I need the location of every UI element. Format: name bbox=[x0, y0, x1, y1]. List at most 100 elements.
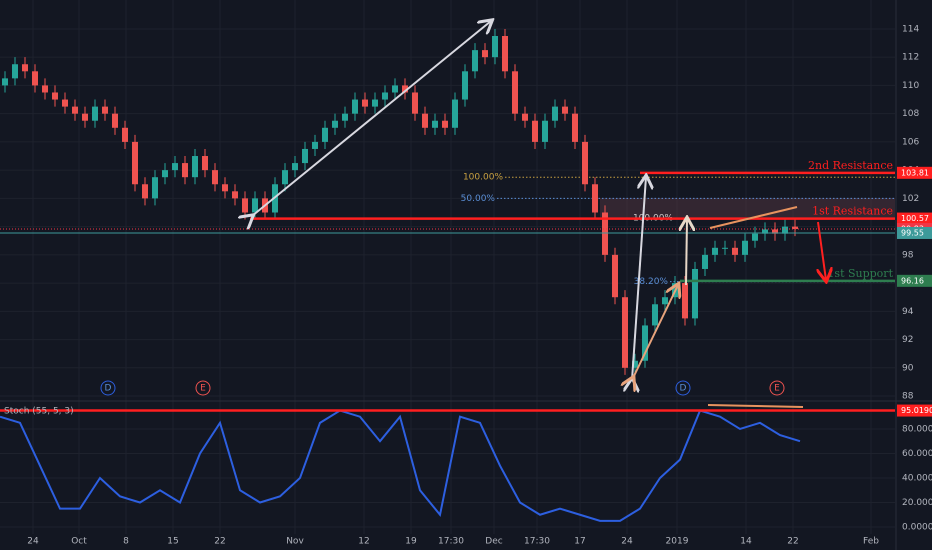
candle-body bbox=[392, 85, 398, 93]
candle-body bbox=[732, 247, 738, 255]
price-label: 96.16 bbox=[901, 276, 924, 285]
marker-label: D bbox=[105, 384, 112, 394]
candle-body bbox=[502, 36, 508, 72]
x-tick-label: 15 bbox=[167, 537, 178, 547]
candle-body bbox=[622, 297, 628, 368]
level-name: 2nd Resistance bbox=[808, 159, 893, 172]
candle-body bbox=[752, 233, 758, 241]
candle-body bbox=[252, 198, 258, 213]
candle-body bbox=[142, 184, 148, 199]
candle-body bbox=[602, 212, 608, 255]
markers: D E D E bbox=[100, 380, 785, 396]
candle-body bbox=[472, 50, 478, 72]
y-tick-label: 94 bbox=[902, 307, 914, 317]
candle-body bbox=[62, 99, 68, 107]
candle-body bbox=[762, 229, 768, 234]
candle-body bbox=[12, 64, 18, 79]
candle-body bbox=[322, 127, 328, 142]
arrow bbox=[818, 221, 826, 280]
price-box bbox=[897, 226, 932, 239]
candle-body bbox=[582, 141, 588, 185]
candle-body bbox=[422, 113, 428, 128]
candle-body bbox=[232, 191, 238, 199]
y-tick-label: 114 bbox=[902, 24, 919, 34]
candle-body bbox=[592, 184, 598, 213]
candle-body bbox=[332, 120, 338, 128]
x-tick-label: 17:30 bbox=[524, 537, 550, 547]
candle-body bbox=[22, 64, 28, 72]
y-tick-label: 0.0000 bbox=[902, 523, 932, 533]
arrow bbox=[252, 21, 491, 216]
level-name: 1st Support bbox=[827, 267, 893, 280]
y-tick-label: 98 bbox=[902, 250, 914, 260]
drawings bbox=[252, 21, 826, 408]
candle-body bbox=[552, 106, 558, 121]
marker-label: E bbox=[200, 384, 206, 394]
candle-body bbox=[182, 163, 188, 178]
x-tick-label: 24 bbox=[27, 537, 39, 547]
price-box bbox=[897, 166, 932, 179]
candle-body bbox=[362, 99, 368, 107]
candle-body bbox=[242, 198, 248, 213]
y-tick-label: 102 bbox=[902, 194, 919, 204]
arrow bbox=[633, 285, 678, 378]
candle-body bbox=[742, 240, 748, 255]
candle-body bbox=[462, 71, 468, 100]
x-tick-label: 8 bbox=[123, 537, 129, 547]
candle-body bbox=[212, 170, 218, 185]
price-box bbox=[897, 212, 932, 225]
candle-body bbox=[452, 99, 458, 128]
candle-body bbox=[682, 283, 688, 319]
candle-body bbox=[82, 113, 88, 121]
price-label: 99.55 bbox=[901, 228, 924, 237]
candle-body bbox=[512, 71, 518, 114]
candle-body bbox=[132, 141, 138, 185]
y-tick-label: 106 bbox=[902, 137, 919, 147]
marker bbox=[195, 380, 211, 396]
candle-body bbox=[112, 113, 118, 128]
candle-body bbox=[172, 163, 178, 171]
x-tick-label: 14 bbox=[740, 537, 752, 547]
candle-body bbox=[372, 99, 378, 107]
candle-body bbox=[492, 36, 498, 58]
fib-label: 100.00% bbox=[463, 173, 503, 183]
candle-body bbox=[102, 106, 108, 114]
y-tick-label: 80.0000 bbox=[902, 424, 932, 434]
x-tick-label: 2019 bbox=[666, 537, 689, 547]
y-tick-label: 60.0000 bbox=[902, 449, 932, 459]
candle-body bbox=[192, 156, 198, 178]
x-tick-label: 12 bbox=[358, 537, 369, 547]
candle-body bbox=[382, 92, 388, 100]
y-tick-label: 90 bbox=[902, 363, 914, 373]
candle-body bbox=[532, 120, 538, 142]
candle-body bbox=[412, 92, 418, 114]
x-tick-label: 17 bbox=[574, 537, 585, 547]
price-label: 95.0190 bbox=[901, 406, 932, 415]
candle-body bbox=[712, 247, 718, 255]
candle-body bbox=[542, 120, 548, 142]
candle-body bbox=[692, 268, 698, 319]
level-name: 1st Resistance bbox=[812, 205, 893, 218]
marker bbox=[675, 380, 691, 396]
candle-body bbox=[522, 113, 528, 121]
x-tick-label: 17:30 bbox=[438, 537, 464, 547]
y-tick-label: 88 bbox=[902, 392, 914, 402]
price-label: 103.81 bbox=[901, 168, 929, 177]
y-tick-label: 108 bbox=[902, 109, 919, 119]
marker-label: E bbox=[774, 384, 780, 394]
y-tick-label: 20.0000 bbox=[902, 498, 932, 508]
candle-body bbox=[222, 184, 228, 192]
candle-body bbox=[202, 156, 208, 171]
fib-label: 50.00% bbox=[461, 194, 496, 204]
candle-body bbox=[342, 113, 348, 121]
x-tick-label: Nov bbox=[286, 537, 304, 547]
x-tick-label: Feb bbox=[863, 537, 879, 547]
price-box bbox=[897, 274, 932, 287]
x-tick-label: Dec bbox=[485, 537, 502, 547]
price-label: 100.57 bbox=[901, 214, 929, 223]
candle-body bbox=[702, 254, 708, 269]
candle-body bbox=[302, 148, 308, 164]
arrow bbox=[686, 219, 687, 286]
marker bbox=[100, 380, 116, 396]
